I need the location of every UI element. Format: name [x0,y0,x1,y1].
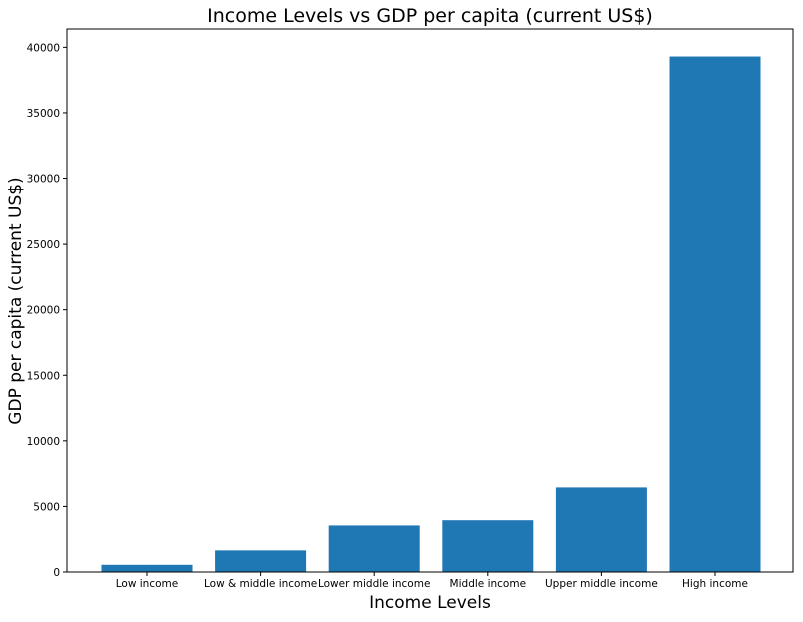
x-tick-label: Low income [116,578,178,590]
y-axis-label: GDP per capita (current US$) [6,177,26,424]
bar [442,520,534,572]
y-tick-label: 35000 [27,108,60,120]
y-tick-label: 30000 [27,174,60,186]
y-tick-label: 15000 [27,370,60,382]
x-tick-label: Low & middle income [204,578,317,590]
y-tick-label: 10000 [27,436,60,448]
bar [328,525,420,572]
y-tick-label: 40000 [27,42,60,54]
y-tick-label: 0 [53,567,60,579]
bar [669,56,761,573]
x-tick-label: Upper middle income [545,578,658,590]
y-tick-label: 25000 [27,239,60,251]
x-axis-label: Income Levels [369,593,491,613]
y-axis: 0 5000 10000 15000 20000 25000 30000 35000 40000 [27,42,67,579]
bar [555,487,647,572]
plot-frame [66,28,794,573]
x-tick-label: High income [682,578,748,590]
chart-title: Income Levels vs GDP per capita (current… [207,5,653,27]
x-tick-label: Middle income [450,578,526,590]
y-tick-label: 20000 [27,305,60,317]
x-axis: Low income Low & middle income Lower middl… [116,572,748,590]
x-tick-label: Lower middle income [318,578,430,590]
bar [101,564,193,572]
y-tick-label: 5000 [33,501,60,513]
bar [215,550,307,572]
bars-layer [101,56,761,573]
